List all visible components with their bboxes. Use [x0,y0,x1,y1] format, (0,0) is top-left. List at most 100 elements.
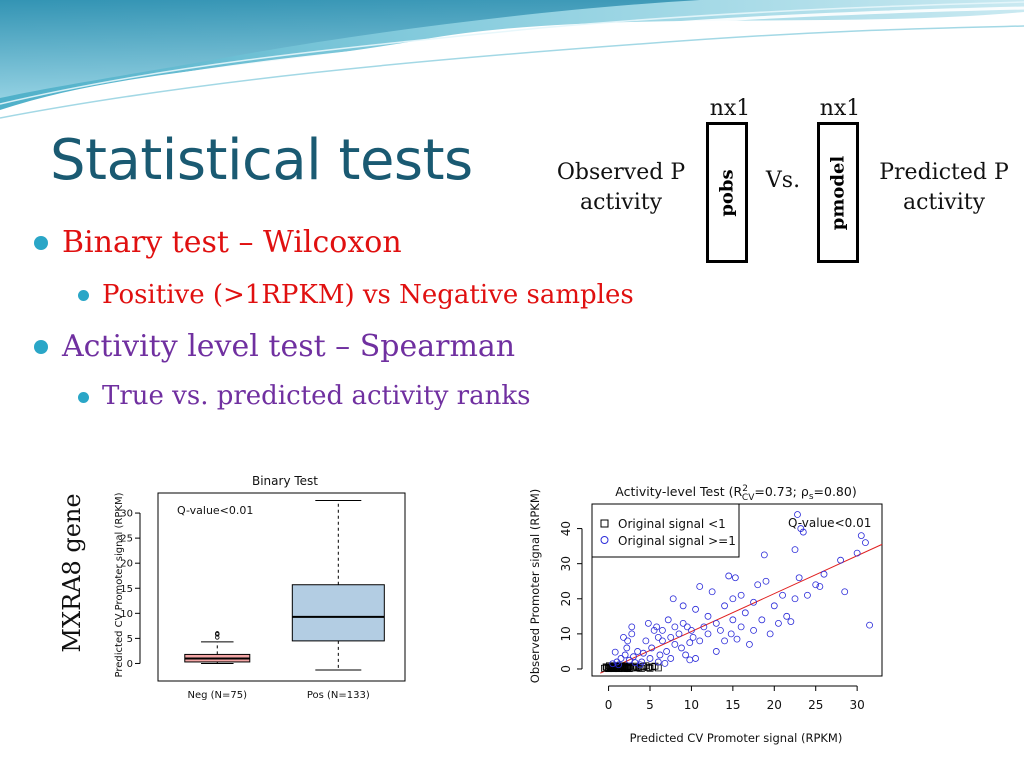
scatter-point-high-signal [634,648,641,655]
scatter-point-low-signal [625,665,633,673]
observed-vector-box: pobs [706,122,748,263]
bullet-dot-2 [78,290,89,301]
scatter-point-high-signal [671,623,679,631]
scatter-point-high-signal [664,616,672,624]
legend-circle-marker [600,536,609,544]
left-vector-dim: nx1 [709,96,751,121]
scatter-point-high-signal [862,539,869,547]
scatter-point-high-signal [689,633,697,641]
bullet-binary-test: Binary test – Wilcoxon [62,225,402,260]
scatter-point-low-signal [644,664,652,671]
scatter-point-high-signal [671,641,679,648]
scatter-point-high-signal [770,602,778,610]
scatter-point-high-signal [727,630,735,638]
scatter-point-high-signal [621,651,629,659]
scatter-y-axis-label: Observed Promoter signal (RPKM) [528,489,542,683]
scatter-point-high-signal [696,637,704,645]
scatter-x-tick-label: 10 [684,698,699,712]
scatter-point-high-signal [659,637,666,645]
boxplot-y-tick-label: 5 [127,634,133,645]
predicted-vector-label: pmodel [827,155,849,230]
versus-label: Vs. [765,168,801,193]
header-wave-decoration [0,0,1024,119]
scatter-point-high-signal [812,581,820,589]
scatter-point-high-signal [741,609,749,617]
scatter-point-high-signal [731,574,739,582]
scatter-point-high-signal [686,656,694,664]
scatter-point-high-signal [628,623,636,631]
boxplot-box [291,584,385,642]
scatter-point-high-signal [791,595,799,603]
scatter-point-high-signal [696,583,704,590]
scatter-point-high-signal [795,574,803,582]
predicted-caption-line1: Predicted P [879,160,1009,185]
bullet-dot-4 [78,392,89,403]
scatter-point-high-signal [692,655,699,662]
scatter-point-high-signal [688,626,695,634]
scatter-legend-box [591,503,740,558]
bullet-positive-vs-negative: Positive (>1RPKM) vs Negative samples [102,280,634,310]
scatter-point-high-signal [717,626,724,634]
scatter-point-high-signal [639,649,647,657]
gene-name-text: MXRA8 gene [58,492,86,653]
boxplot-y-tick-label: 20 [120,559,133,570]
scatter-point-high-signal [661,659,669,667]
observed-activity-caption: Observed P activity [546,158,696,218]
scatter-y-tick-label: 0 [559,665,573,673]
boxplot-q-value-annotation: Q-value<0.01 [177,504,253,517]
observed-caption-line1: Observed P [556,160,686,185]
scatter-point-high-signal [779,591,786,599]
scatter-x-tick-label: 30 [850,698,865,712]
scatter-point-low-signal [639,663,647,670]
scatter-point-high-signal [615,661,622,669]
scatter-point-high-signal [654,633,662,641]
scatter-point-high-signal [775,619,782,627]
scatter-point-high-signal [746,641,753,648]
scatter-point-high-signal [816,583,824,590]
scatter-point-high-signal [750,626,757,634]
scatter-point-high-signal [797,525,805,532]
scatter-point-high-signal [644,619,652,627]
scatter-point-high-signal [624,637,632,645]
scatter-point-high-signal [653,623,661,631]
scatter-x-tick-label: 5 [646,698,654,712]
scatter-point-high-signal [683,623,691,631]
scatter-y-tick-label: 30 [559,556,573,571]
scatter-point-high-signal [857,532,865,539]
scatter-point-high-signal [669,595,677,603]
scatter-point-high-signal [620,633,627,641]
scatter-point-high-signal [760,551,768,559]
legend-entry-below-1: Original signal <1 [618,517,726,531]
scatter-title: Activity-level Test (R2 CV=0.73; ρs=0.80) [615,484,856,503]
scatter-x-tick-label: 20 [767,698,782,712]
scatter-y-tick-label: 20 [559,591,573,606]
scatter-point-low-signal [646,664,654,672]
scatter-x-axis-label: Predicted CV Promoter signal (RPKM) [630,731,843,745]
slide-title: Statistical tests [50,128,473,193]
legend-entry-at-least-1: Original signal >=1 [618,534,736,548]
scatter-point-high-signal [866,621,873,629]
scatter-point-high-signal [712,648,720,655]
scatter-point-high-signal [611,648,619,656]
predicted-activity-caption: Predicted P activity [868,158,1020,218]
scatter-point-high-signal [799,528,807,536]
scatter-point-low-signal [651,662,659,670]
binary-test-boxplot: Binary Test Predicted CV Promoter signal… [114,474,406,701]
boxplot-y-tick-label: 30 [120,509,133,520]
scatter-point-high-signal [679,602,687,610]
scatter-point-low-signal [613,662,621,670]
gene-side-label: MXRA8 gene [52,493,92,652]
scatter-point-high-signal [729,595,737,603]
boxplot-outlier [215,635,220,640]
activity-level-scatter-panel: Activity-level Test (R2 CV=0.73; ρs=0.80)… [520,470,913,768]
scatter-point-high-signal [754,581,762,589]
scatter-point-high-signal [642,637,650,645]
scatter-point-low-signal [605,663,612,671]
scatter-point-low-signal [618,663,626,670]
scatter-point-high-signal [729,616,737,624]
scatter-point-high-signal [721,637,728,645]
scatter-point-high-signal [853,549,861,557]
bullet-dot-1 [34,236,48,250]
boxplot-y-tick-label: 25 [120,534,133,545]
scatter-point-high-signal [841,588,849,596]
